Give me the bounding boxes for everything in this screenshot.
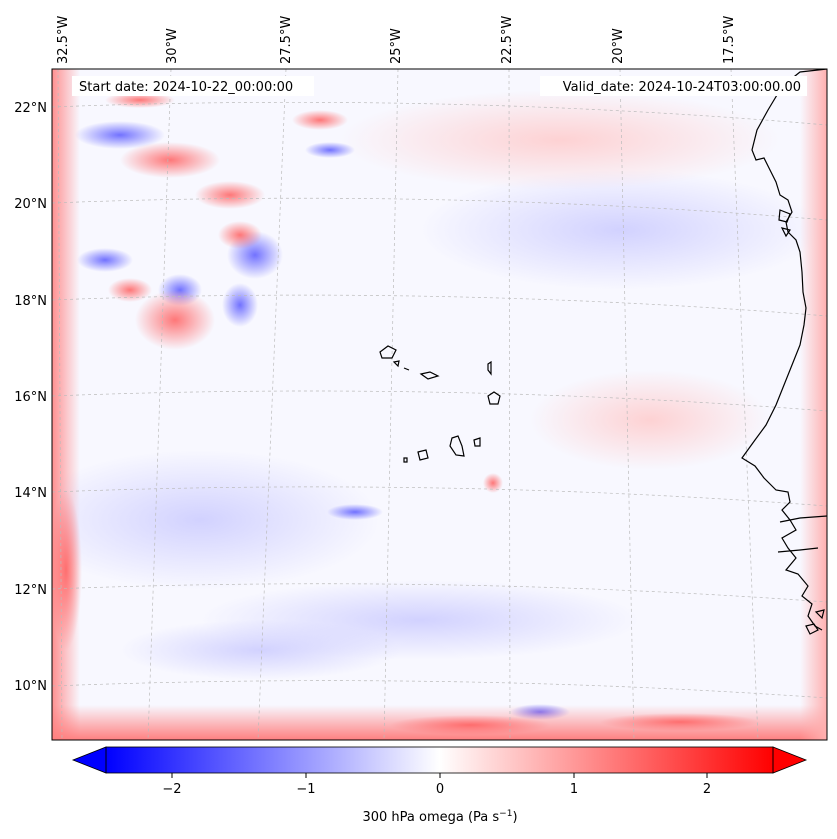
sal-island [487, 360, 492, 376]
parallel-14n [52, 486, 827, 507]
lon-label-25w: 25°W [389, 28, 404, 64]
coast-detail-2 [780, 227, 791, 238]
valid-date-label: Valid_date: 2024-10-24T03:00:00.00 [563, 80, 801, 95]
parallel-12n [52, 583, 827, 603]
boa-vista-island [487, 391, 501, 405]
brava-island [403, 457, 408, 463]
parallel-22n [52, 101, 827, 126]
meridian-17-5w [730, 69, 759, 740]
lat-label-16n: 16°N [14, 390, 47, 405]
colorbar-tick-label: 1 [570, 782, 578, 797]
santiago-island [449, 435, 465, 457]
lon-label-30w: 30°W [165, 28, 180, 64]
colorbar-label-prefix: 300 hPa omega (Pa s [362, 810, 499, 825]
africa-coastline [741, 69, 827, 631]
colorbar-tick-label: 2 [703, 782, 711, 797]
meridian-27-5w [257, 69, 287, 740]
lat-label-10n: 10°N [14, 679, 47, 694]
colorbar-tick-label: −1 [296, 782, 315, 797]
meridian-30w [147, 69, 172, 740]
colorbar-ticks [171, 773, 708, 778]
sao-nicolau-island [419, 371, 440, 380]
lat-label-20n: 20°N [14, 197, 47, 212]
meridian-25w [383, 69, 399, 740]
start-date-label: Start date: 2024-10-22_00:00:00 [79, 80, 293, 95]
coast-detail-1 [778, 209, 791, 223]
map-panel: Start date: 2024-10-22_00:00:00 Valid_da… [14, 16, 828, 741]
colorbar-label-exponent: −1 [499, 809, 512, 819]
lon-label-27-5w: 27.5°W [279, 16, 294, 64]
valid-label-box [540, 76, 807, 96]
sao-vicente-island [392, 360, 400, 368]
lon-label-20w: 20°W [611, 28, 626, 64]
meridian-32-5w [57, 69, 63, 740]
lat-label-18n: 18°N [14, 294, 47, 309]
colorbar-label-suffix: ) [512, 810, 517, 825]
lon-label-32-5w: 32.5°W [56, 16, 71, 64]
coast-detail-3 [779, 515, 827, 523]
colorbar: −2 −1 0 1 2 300 hPa omega (Pa s−1) [71, 746, 808, 825]
parallel-20n [52, 197, 827, 221]
omega-field [52, 69, 827, 740]
maio-island [473, 437, 481, 447]
santo-antao-island [379, 345, 397, 359]
colorbar-tick-label: 0 [436, 782, 444, 797]
parallel-10n [52, 680, 827, 699]
coastlines [379, 69, 827, 635]
bijagos-islands [805, 609, 825, 635]
lat-label-14n: 14°N [14, 486, 47, 501]
longitude-labels: 32.5°W 30°W 27.5°W 25°W 22.5°W 20°W 17.5… [56, 16, 737, 64]
start-label-box [72, 76, 314, 96]
colorbar-tick-label: −2 [162, 782, 181, 797]
colorbar-max-extension [772, 746, 808, 774]
map-frame [51, 68, 828, 741]
lon-label-22-5w: 22.5°W [500, 16, 515, 64]
parallel-16n [52, 390, 827, 412]
colorbar-gradient [106, 747, 773, 773]
parallel-18n [52, 294, 827, 317]
lat-label-12n: 12°N [14, 583, 47, 598]
graticule [52, 69, 827, 740]
coast-detail-4 [777, 547, 819, 553]
meridian-22-5w [508, 69, 511, 740]
meridian-20w [619, 69, 635, 740]
lon-label-17-5w: 17.5°W [722, 16, 737, 64]
latitude-labels: 22°N 20°N 18°N 16°N 14°N 12°N 10°N [14, 101, 47, 694]
fogo-island [417, 449, 429, 461]
lat-label-22n: 22°N [14, 101, 47, 116]
santa-luzia-island [403, 367, 410, 371]
colorbar-label: 300 hPa omega (Pa s−1) [362, 809, 517, 825]
colorbar-min-extension [71, 746, 107, 774]
